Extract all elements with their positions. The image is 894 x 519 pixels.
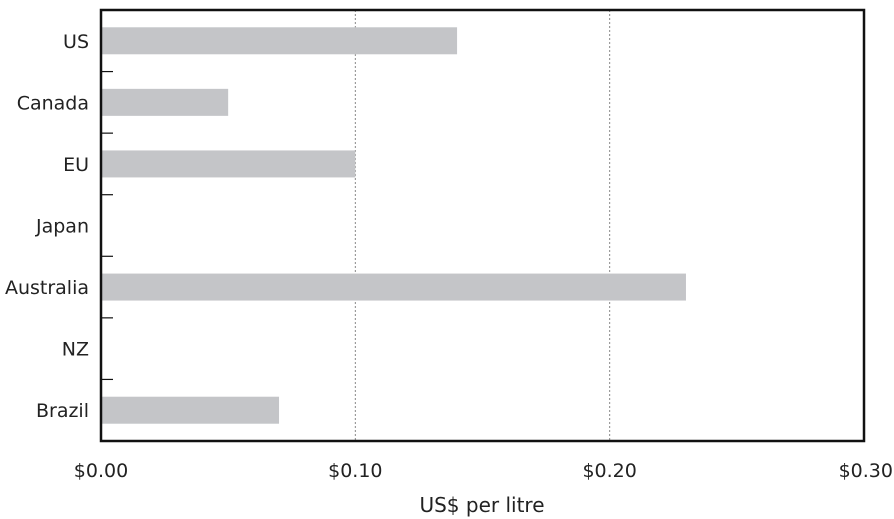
x-tick-label: $0.30 [839,460,893,482]
category-label: Japan [35,216,89,238]
category-label: NZ [62,339,89,361]
bar-australia [101,273,686,301]
bar-canada [101,88,229,116]
x-tick-label: $0.00 [74,460,128,482]
bar-eu [101,150,356,178]
category-label: US [63,31,89,53]
plot-frame [99,8,866,443]
category-label: Brazil [36,400,89,422]
x-axis-tick-labels: $0.00 $0.10 $0.20 $0.30 [74,460,893,482]
plot-border [99,8,866,443]
bar-us [101,27,458,55]
category-label: Canada [17,92,89,114]
x-tick-label: $0.10 [328,460,382,482]
bars [101,27,686,424]
y-axis-ticks [101,70,113,381]
y-axis-category-labels: US Canada EU Japan Australia NZ Brazil [5,31,89,422]
category-label: Australia [5,277,89,299]
x-tick-label: $0.20 [582,460,636,482]
bar-brazil [101,396,280,424]
x-axis-title: US$ per litre [419,493,544,517]
gridlines [354,10,611,441]
category-label: EU [63,154,89,176]
